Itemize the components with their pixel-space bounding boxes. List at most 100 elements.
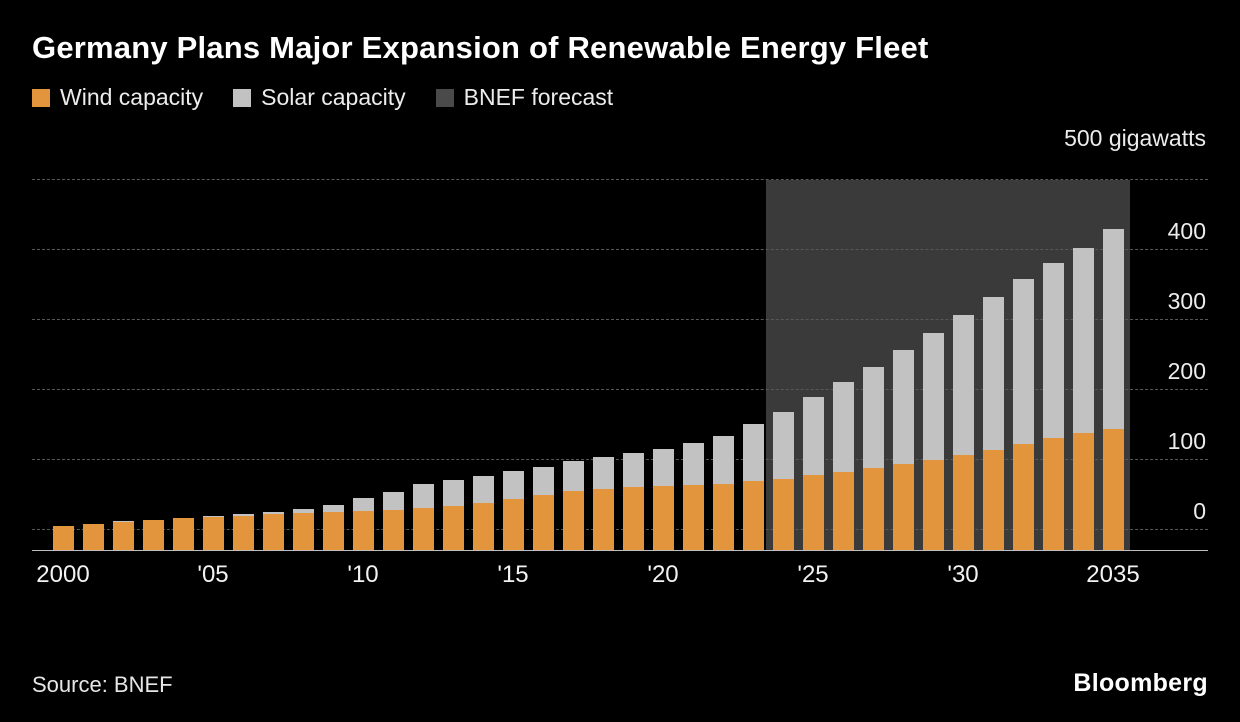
bar-2006 [228, 513, 258, 550]
solar-segment [982, 296, 1004, 450]
legend-label-solar: Solar capacity [261, 84, 406, 110]
gridline-0 [32, 529, 1208, 530]
bar-2028 [888, 350, 918, 550]
legend-label-wind: Wind capacity [60, 84, 204, 110]
wind-segment [742, 481, 764, 550]
wind-segment [562, 490, 584, 550]
solar-segment [712, 436, 734, 484]
plot-area: 0 100 200 300 400 [32, 156, 1208, 551]
bloomberg-logo: Bloomberg [1073, 669, 1208, 697]
bar-2009 [318, 504, 348, 550]
source-note: Source: BNEF [32, 672, 173, 697]
solar-segment [1042, 263, 1064, 439]
y-axis-unit-label: 500 gigawatts [1064, 125, 1206, 151]
gridline-400 [32, 249, 1208, 250]
x-tick-2015: '15 [497, 561, 529, 588]
wind-segment [952, 455, 974, 550]
footer: Source: BNEF Bloomberg [32, 669, 1208, 698]
solar-segment [1072, 247, 1094, 434]
y-tick-200: 200 [1167, 358, 1206, 384]
y-tick-400: 400 [1167, 218, 1206, 244]
solar-segment [292, 509, 314, 514]
legend: Wind capacity Solar capacity BNEF foreca… [32, 84, 1208, 111]
x-tick-2025: '25 [797, 561, 829, 588]
wind-segment [82, 523, 104, 550]
solar-segment [382, 491, 404, 510]
solar-segment [352, 498, 374, 511]
bar-2025 [798, 397, 828, 550]
bar-2001 [78, 523, 108, 550]
solar-segment [1102, 229, 1124, 429]
solar-segment [952, 315, 974, 456]
x-tick-2035: 2035 [1086, 561, 1140, 588]
bar-2024 [768, 412, 798, 550]
gridline-300 [32, 319, 1208, 320]
bar-2017 [558, 461, 588, 550]
solar-segment [622, 452, 644, 488]
wind-segment [442, 506, 464, 550]
wind-segment [172, 518, 194, 550]
solar-segment [652, 448, 674, 487]
bar-2020 [648, 448, 678, 550]
solar-segment [472, 476, 494, 503]
bar-2002 [108, 521, 138, 550]
legend-item-wind: Wind capacity [32, 84, 203, 111]
bar-2019 [618, 452, 648, 550]
bar-2029 [918, 332, 948, 550]
wind-segment [1012, 443, 1034, 550]
bar-2030 [948, 315, 978, 550]
wind-segment [352, 510, 374, 550]
wind-segment [532, 495, 554, 550]
solar-segment [442, 480, 464, 506]
bar-2015 [498, 471, 528, 550]
forecast-swatch-icon [435, 88, 454, 107]
wind-segment [232, 515, 254, 550]
x-tick-2000: 2000 [36, 561, 90, 588]
gridline-500 [32, 179, 1208, 180]
wind-segment [202, 517, 224, 550]
wind-segment [652, 486, 674, 550]
wind-segment [982, 449, 1004, 550]
wind-segment [922, 460, 944, 550]
wind-segment [862, 468, 884, 550]
x-tick-2005: '05 [197, 561, 229, 588]
solar-segment [1012, 279, 1034, 444]
wind-segment [802, 475, 824, 550]
wind-segment [772, 478, 794, 550]
y-tick-100: 100 [1167, 428, 1206, 454]
solar-segment [232, 513, 254, 516]
wind-segment [112, 521, 134, 550]
wind-segment [322, 512, 344, 550]
wind-segment [262, 514, 284, 550]
bar-2023 [738, 423, 768, 550]
wind-segment [592, 488, 614, 550]
legend-label-forecast: BNEF forecast [463, 84, 614, 110]
solar-segment [862, 366, 884, 469]
bar-2034 [1068, 247, 1098, 550]
wind-segment [382, 509, 404, 550]
bar-2011 [378, 491, 408, 550]
bar-2016 [528, 466, 558, 550]
x-tick-2010: '10 [347, 561, 379, 588]
bar-2026 [828, 382, 858, 550]
wind-segment [1042, 438, 1064, 550]
solar-segment [772, 412, 794, 479]
wind-segment [712, 483, 734, 550]
solar-segment [892, 350, 914, 465]
solar-segment [682, 443, 704, 485]
bar-2003 [138, 519, 168, 550]
bar-2000 [48, 525, 78, 550]
wind-segment [292, 513, 314, 550]
bar-2021 [678, 443, 708, 550]
solar-segment [532, 466, 554, 496]
solar-segment [802, 397, 824, 476]
bars [48, 229, 1128, 550]
bar-2032 [1008, 279, 1038, 550]
bar-2027 [858, 366, 888, 550]
solar-segment [202, 515, 224, 518]
solar-segment [262, 511, 284, 515]
wind-swatch-icon [32, 88, 50, 107]
x-tick-2030: '30 [947, 561, 979, 588]
bar-2007 [258, 511, 288, 550]
wind-segment [502, 498, 524, 550]
